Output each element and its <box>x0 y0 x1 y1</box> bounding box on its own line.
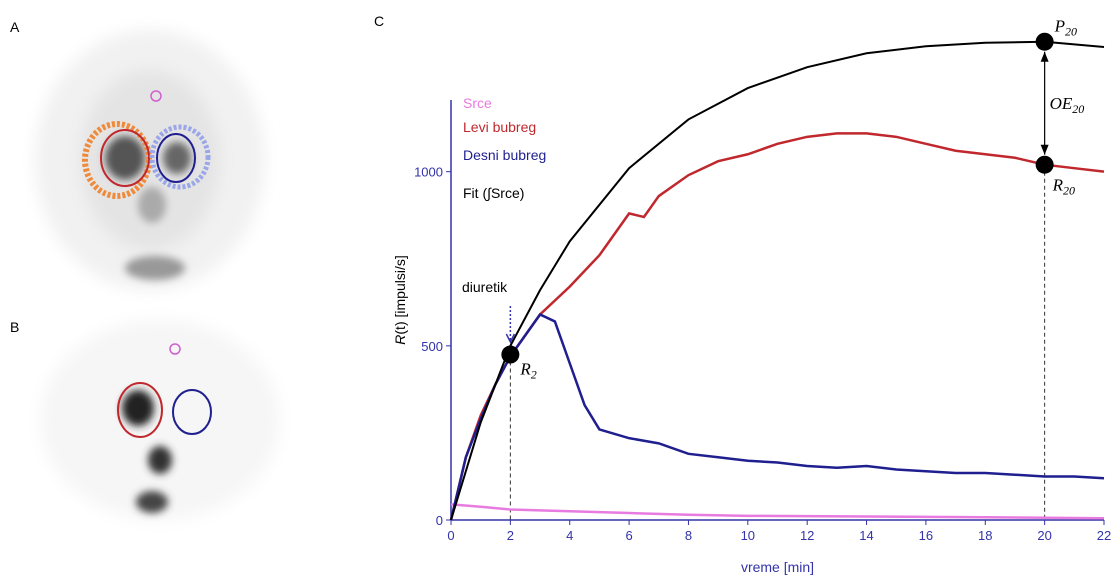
marker-label-sub: 20 <box>1065 25 1077 39</box>
x-tick-label: 12 <box>800 528 814 543</box>
x-tick-label: 22 <box>1097 528 1111 543</box>
y-tick-label: 1000 <box>414 165 443 180</box>
annotation-text: OE <box>1050 94 1073 113</box>
legend-entry: Levi bubreg <box>463 119 536 135</box>
arrow-head <box>1040 144 1049 155</box>
annotation: diuretik <box>462 279 508 295</box>
marker-label-sub: 20 <box>1063 184 1075 198</box>
legend-entry: Desni bubreg <box>463 147 546 163</box>
x-tick-label: 18 <box>978 528 992 543</box>
x-tick-label: 2 <box>507 528 514 543</box>
panel-label: C <box>374 13 384 29</box>
marker-label: R20 <box>1052 176 1075 198</box>
y-tick-label: 0 <box>436 513 443 528</box>
series-line <box>450 503 1105 520</box>
y-tick-label: 500 <box>421 339 443 354</box>
marker-label: P20 <box>1054 17 1077 39</box>
legend-entry: Fit (∫Srce) <box>463 185 524 201</box>
marker-label-text: R <box>1052 176 1064 195</box>
series-line <box>449 312 1105 521</box>
marker-label-sub: 2 <box>531 368 537 382</box>
x-tick-label: 4 <box>566 528 573 543</box>
x-tick-label: 16 <box>919 528 933 543</box>
marker-label-text: P <box>1054 17 1065 36</box>
x-axis-label: vreme [min] <box>741 559 814 575</box>
y-axis-label-text: (t) [impulsi/s] <box>392 255 408 334</box>
marker-point <box>1035 32 1054 51</box>
x-tick-label: 10 <box>741 528 755 543</box>
y-axis-label: R(t) [impulsi/s] <box>392 255 408 344</box>
panel-b-image <box>40 320 280 520</box>
x-tick-label: 6 <box>625 528 632 543</box>
x-tick-label: 0 <box>447 528 454 543</box>
annotation: OE20 <box>1050 94 1085 116</box>
marker-point <box>1035 155 1054 174</box>
panel-label: B <box>10 319 19 335</box>
x-tick-label: 8 <box>685 528 692 543</box>
panel-label: A <box>10 19 20 35</box>
marker-label-text: R <box>519 360 531 379</box>
series-line <box>450 40 1105 521</box>
arrow-head <box>505 333 516 344</box>
marker-label: R2 <box>519 360 536 382</box>
marker-point <box>501 345 520 364</box>
y-axis-label-var: R <box>392 335 408 345</box>
panel-a-image <box>30 18 280 298</box>
annotation-sub: 20 <box>1072 102 1084 116</box>
arrow-head <box>1040 51 1049 62</box>
x-tick-label: 14 <box>859 528 873 543</box>
legend-entry: Srce <box>463 95 492 111</box>
x-tick-label: 20 <box>1037 528 1051 543</box>
